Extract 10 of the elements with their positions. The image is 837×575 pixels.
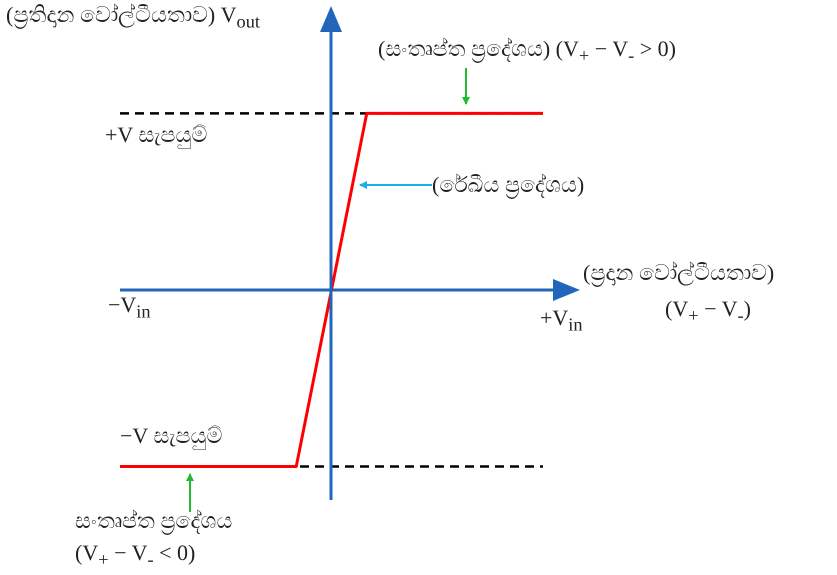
y-axis-title: (ප්‍රතිදාන වෝල්ටීයතාව) V$_{out}$ bbox=[6, 2, 260, 32]
annotation: −V$_{in}$ bbox=[108, 292, 151, 322]
text: (V$_{+}$ − V$_{-}$ < 0) bbox=[75, 540, 196, 570]
annotation: (රේඛීය ප්‍රදේශය) bbox=[432, 172, 584, 198]
text: (සංතෘප්ත ප්‍රදේශය) (V$_{+}$ − V$_{-}$ > 0) bbox=[378, 36, 676, 66]
x-axis-title: (ප්‍රදාන වෝල්ටීයතාව) (V$_{+}$ − V$_{-}$) bbox=[583, 260, 774, 326]
ref-line-label: +V සැපයුම් bbox=[105, 122, 208, 148]
ref-line-label: −V සැපයුම් bbox=[120, 423, 222, 449]
text: සංතෘප්ත ප්‍රදේශය bbox=[75, 508, 232, 534]
annotation: +V$_{in}$ bbox=[540, 305, 583, 336]
